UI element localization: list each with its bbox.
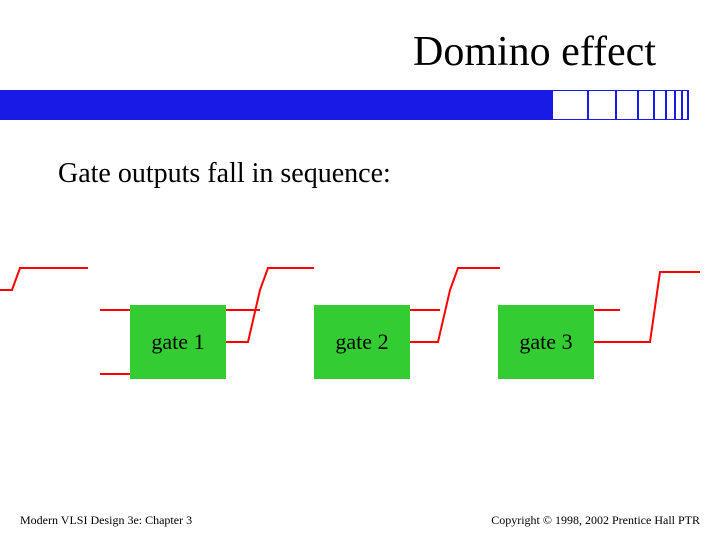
footer-left-text: Modern VLSI Design 3e: Chapter 3 bbox=[20, 513, 192, 528]
gate-label: gate 2 bbox=[335, 329, 388, 355]
slide-title: Domino effect bbox=[413, 28, 656, 76]
gate-box: gate 1 bbox=[130, 305, 226, 379]
subtitle-text: Gate outputs fall in sequence: bbox=[58, 158, 391, 190]
gate-label: gate 3 bbox=[519, 329, 572, 355]
footer-right-text: Copyright © 1998, 2002 Prentice Hall PTR bbox=[491, 513, 700, 528]
gate-diagram: gate 1 gate 2 gate 3 bbox=[0, 250, 720, 410]
gate-label: gate 1 bbox=[151, 329, 204, 355]
gate-box: gate 3 bbox=[498, 305, 594, 379]
gate-box: gate 2 bbox=[314, 305, 410, 379]
decorative-banner bbox=[0, 90, 720, 120]
